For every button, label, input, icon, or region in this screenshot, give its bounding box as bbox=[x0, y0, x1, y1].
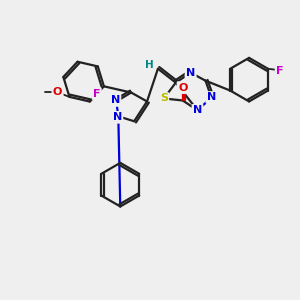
Text: N: N bbox=[186, 68, 195, 78]
Text: F: F bbox=[276, 66, 284, 76]
Text: O: O bbox=[178, 82, 188, 93]
Text: S: S bbox=[160, 94, 168, 103]
Text: N: N bbox=[111, 95, 120, 106]
Text: H: H bbox=[145, 60, 153, 70]
Text: N: N bbox=[207, 92, 216, 103]
Text: O: O bbox=[53, 87, 62, 97]
Text: F: F bbox=[93, 88, 100, 99]
Text: N: N bbox=[193, 105, 202, 116]
Text: N: N bbox=[113, 112, 122, 122]
